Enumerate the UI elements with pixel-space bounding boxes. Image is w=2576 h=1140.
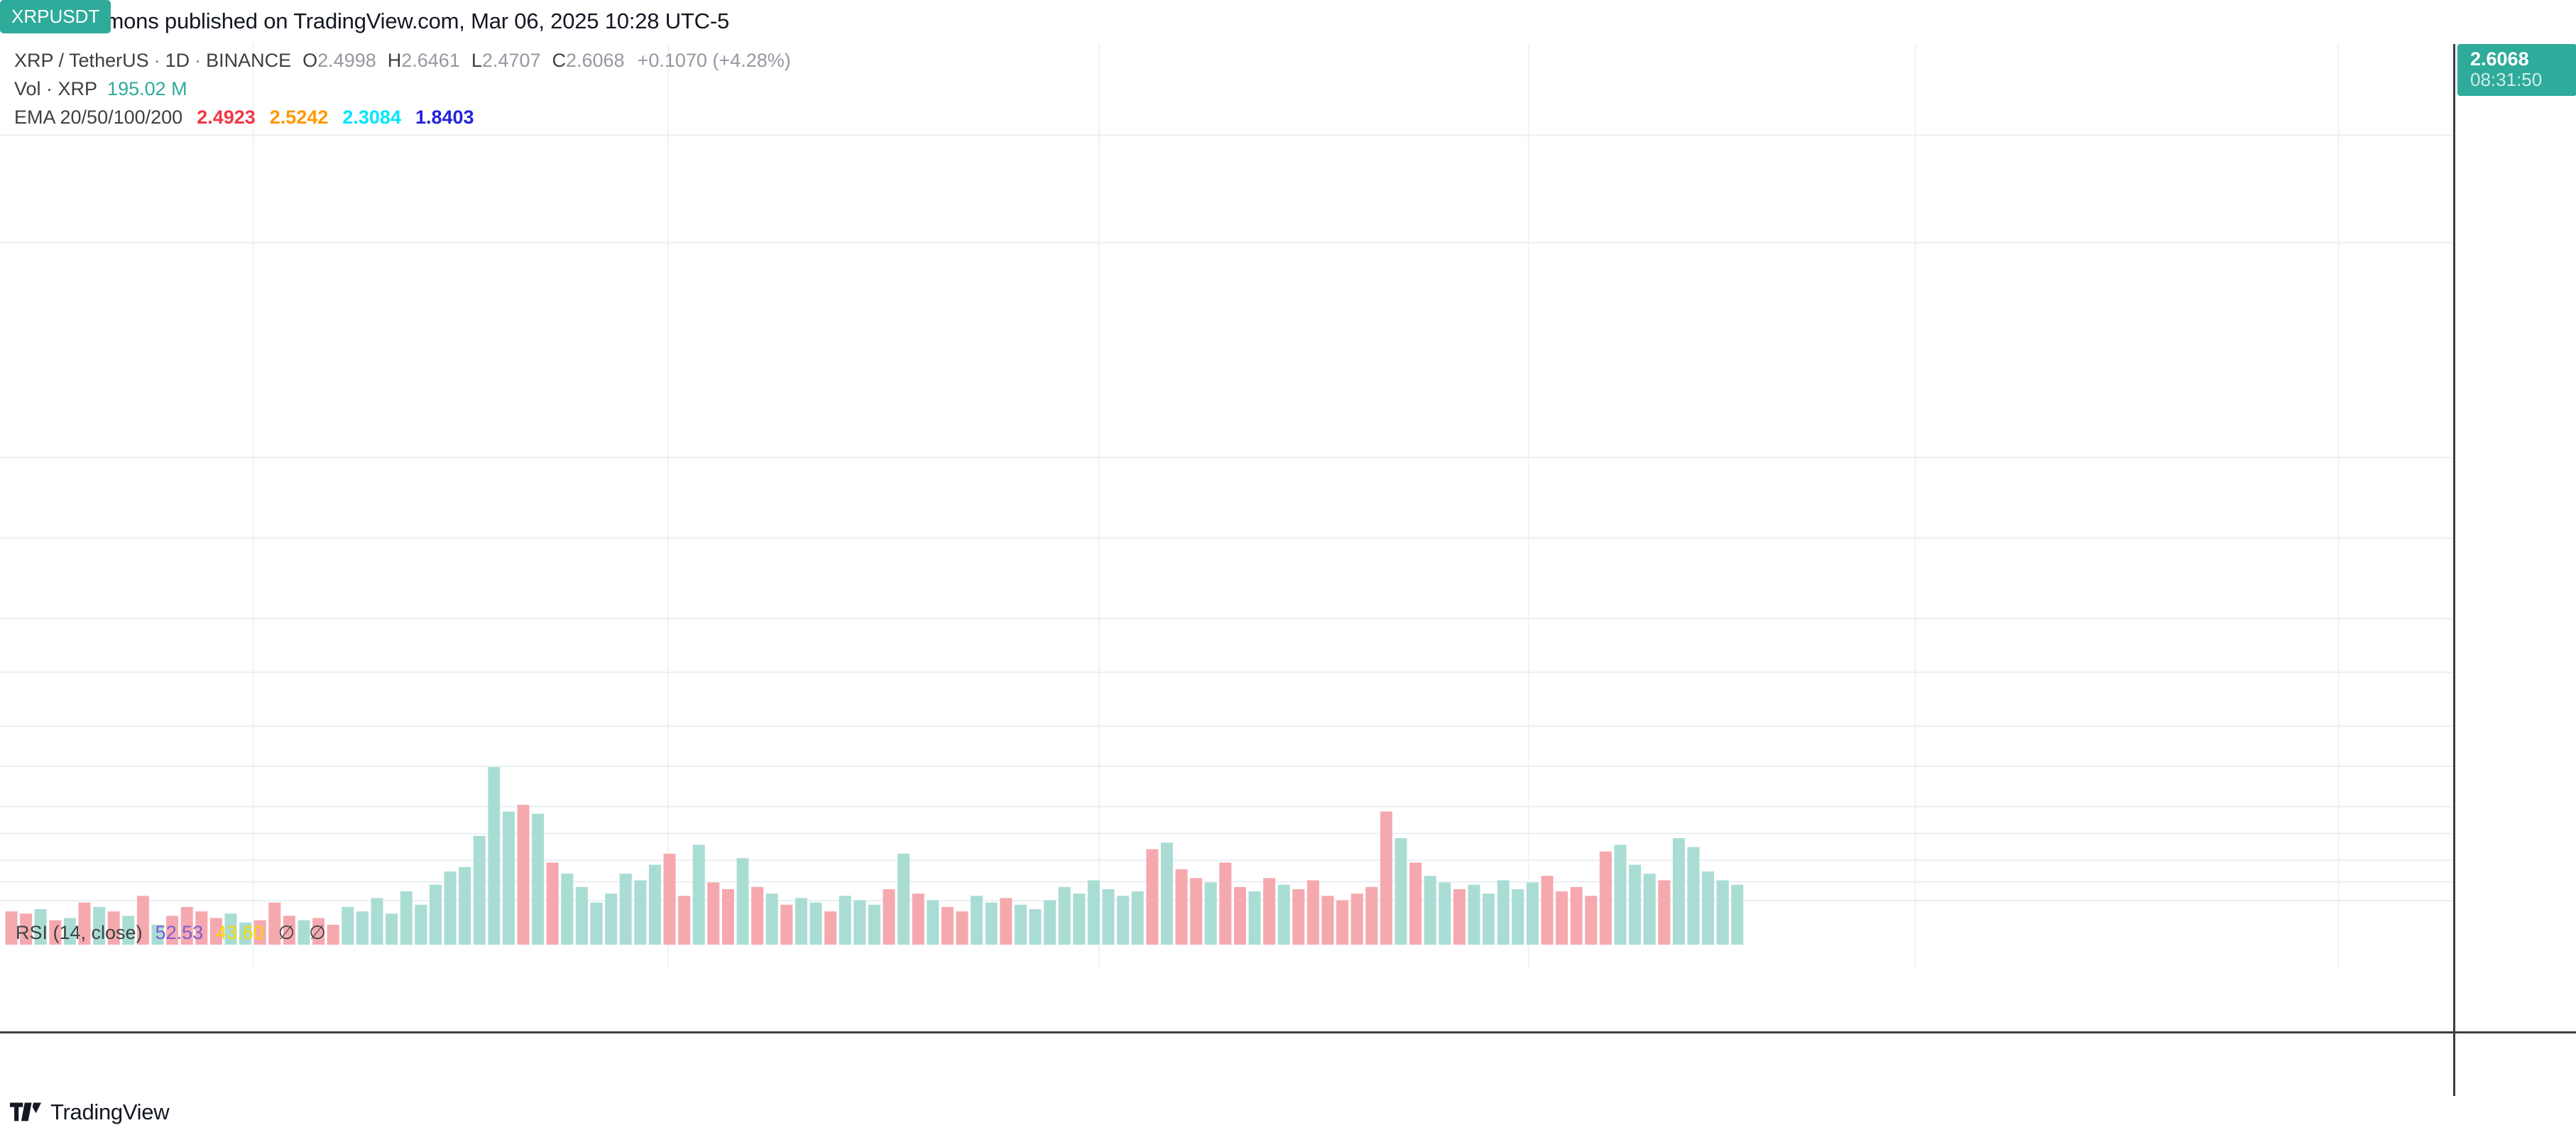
- legend-volume-label: Vol · XRP: [14, 78, 98, 99]
- attribution-text: Jake_Simmons published on TradingView.co…: [10, 9, 730, 33]
- footer-branding: TradingView: [10, 1100, 170, 1125]
- bar-countdown: 08:31:50: [2470, 69, 2543, 91]
- time-scale-divider: [2453, 1033, 2455, 1096]
- legend-high-key: H: [387, 50, 402, 71]
- time-scale[interactable]: [0, 1031, 2576, 1096]
- legend-close-key: C: [552, 50, 566, 71]
- legend-open-key: O: [302, 50, 318, 71]
- legend-symbol[interactable]: XRP / TetherUS: [14, 50, 149, 71]
- price-chart-svg: [0, 44, 2453, 967]
- price-scale[interactable]: USDT 2.6068 08:31:50 80.00: [2453, 44, 2576, 1031]
- rsi-legend-na-2: ∅: [309, 922, 326, 943]
- legend-row-volume[interactable]: Vol · XRP 195.02 M: [14, 78, 791, 107]
- legend-ema100-value: 2.3084: [342, 107, 401, 128]
- rsi-legend: RSI (14, close) 52.53 43.60 ∅ ∅: [16, 922, 326, 944]
- current-price-badge[interactable]: 2.6068 08:31:50: [2457, 44, 2576, 97]
- legend-open-value: 2.4998: [317, 50, 376, 71]
- rsi-legend-na-1: ∅: [278, 922, 295, 943]
- rsi-legend-name: RSI (14, close): [16, 922, 143, 943]
- legend-volume-value: 195.02 M: [107, 78, 187, 99]
- legend-low-key: L: [471, 50, 482, 71]
- legend-interval[interactable]: 1D: [165, 50, 190, 71]
- legend-sep-1: ·: [153, 50, 160, 71]
- legend-high-value: 2.6461: [401, 50, 460, 71]
- legend-ema200-value: 1.8403: [415, 107, 474, 128]
- legend-ema50-value: 2.5242: [269, 107, 329, 128]
- legend-ema-label: EMA 20/50/100/200: [14, 107, 183, 128]
- tradingview-logo-icon: [10, 1102, 41, 1122]
- rsi-chart-svg: [0, 902, 2453, 1031]
- legend-ema20-value: 2.4923: [197, 107, 256, 128]
- rsi-legend-value: 52.53: [155, 922, 204, 943]
- legend-close-value: 2.6068: [565, 50, 625, 71]
- legend-low-value: 2.4707: [481, 50, 541, 71]
- ticker-price-tag: XRPUSDT: [0, 0, 111, 33]
- rsi-indicator-panel[interactable]: RSI (14, close) 52.53 43.60 ∅ ∅: [0, 902, 2453, 1031]
- rsi-legend-ma-value: 43.60: [216, 922, 264, 943]
- price-chart-panel[interactable]: [0, 44, 2453, 1031]
- legend-exchange[interactable]: BINANCE: [206, 50, 292, 71]
- legend-sep-2: ·: [195, 50, 202, 71]
- current-price-value: 2.6068: [2470, 48, 2529, 70]
- tradingview-wordmark: TradingView: [50, 1100, 170, 1124]
- legend-change: +0.1070 (+4.28%): [637, 50, 791, 71]
- legend-row-ema[interactable]: EMA 20/50/100/200 2.4923 2.5242 2.3084 1…: [14, 107, 791, 135]
